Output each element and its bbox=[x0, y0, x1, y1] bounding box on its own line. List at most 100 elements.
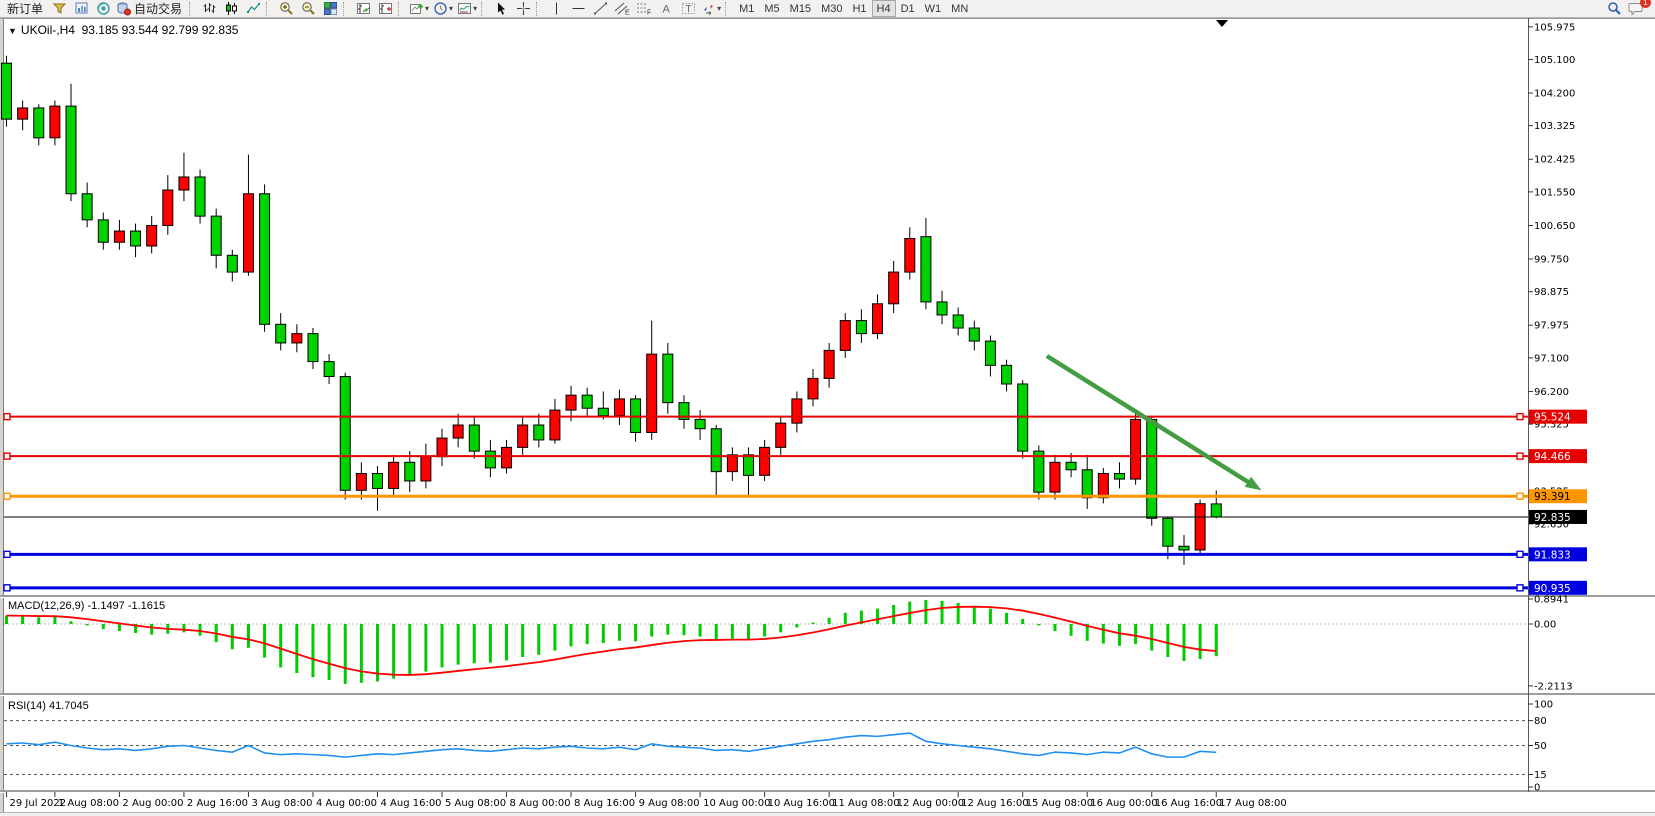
auto-trading-button[interactable]: 自动交易 bbox=[114, 0, 187, 18]
line-chart-icon bbox=[246, 1, 261, 16]
text-button[interactable]: A bbox=[655, 0, 677, 18]
horizontal-line-button[interactable] bbox=[567, 0, 589, 18]
fibonacci-button[interactable]: F bbox=[633, 0, 655, 18]
zoom-in-button[interactable] bbox=[275, 0, 297, 18]
svg-text:103.325: 103.325 bbox=[1534, 121, 1575, 132]
macd-name: MACD(12,26,9) bbox=[8, 600, 85, 612]
search-icon bbox=[1607, 1, 1622, 16]
tf-m1[interactable]: M1 bbox=[739, 2, 755, 15]
hline-handle[interactable] bbox=[3, 584, 11, 592]
tf-h1[interactable]: H1 bbox=[852, 2, 867, 15]
candlestick-chart-button[interactable] bbox=[220, 0, 242, 18]
glyph-e: E bbox=[625, 10, 630, 17]
svg-text:4 Aug 00:00: 4 Aug 00:00 bbox=[316, 798, 377, 809]
templates-button[interactable]: ▾ bbox=[455, 0, 479, 18]
trendline-button[interactable] bbox=[589, 0, 611, 18]
svg-text:10 Aug 16:00: 10 Aug 16:00 bbox=[768, 798, 835, 809]
auto-trading-label: 自动交易 bbox=[134, 2, 183, 16]
new-order-button[interactable]: 新订单 bbox=[2, 0, 48, 18]
symbol-dropdown-icon[interactable]: ▼ bbox=[8, 26, 17, 36]
svg-text:15: 15 bbox=[1534, 770, 1547, 781]
cursor-button[interactable] bbox=[490, 0, 512, 18]
text-label-button[interactable]: T bbox=[677, 0, 699, 18]
svg-text:105.100: 105.100 bbox=[1534, 55, 1575, 66]
dropdown-arrow-icon: ▾ bbox=[473, 4, 478, 13]
hline-handle[interactable] bbox=[3, 412, 11, 421]
indicator-window-add-button[interactable] bbox=[374, 0, 396, 18]
crosshair-button[interactable] bbox=[512, 0, 534, 18]
new-order-label: 新订单 bbox=[7, 2, 44, 16]
tf-m5[interactable]: M5 bbox=[764, 2, 780, 15]
arrows-button[interactable]: ▾ bbox=[699, 0, 723, 18]
new-chart-button[interactable] bbox=[48, 0, 70, 18]
bar-chart-button[interactable] bbox=[198, 0, 220, 18]
svg-text:8 Aug 16:00: 8 Aug 16:00 bbox=[574, 798, 635, 809]
indicator-window-button[interactable] bbox=[352, 0, 374, 18]
equidistant-channel-button[interactable]: E bbox=[611, 0, 633, 18]
tile-windows-icon bbox=[323, 1, 338, 16]
zoom-in-icon bbox=[279, 1, 294, 16]
hline-handle[interactable] bbox=[1516, 412, 1524, 421]
svg-text:16 Aug 00:00: 16 Aug 00:00 bbox=[1090, 798, 1157, 809]
hline-handle[interactable] bbox=[3, 492, 11, 500]
hline-handle[interactable] bbox=[1516, 550, 1524, 559]
svg-text:94.466: 94.466 bbox=[1534, 451, 1571, 463]
horizontal-line-objects[interactable] bbox=[3, 412, 1528, 592]
svg-text:12 Aug 00:00: 12 Aug 00:00 bbox=[897, 798, 964, 809]
tf-h4[interactable]: H4 bbox=[871, 0, 896, 17]
tile-windows-button[interactable] bbox=[319, 0, 341, 18]
hline-handle[interactable] bbox=[1516, 452, 1524, 460]
svg-text:95.325: 95.325 bbox=[1534, 420, 1569, 431]
notification-badge: 1 bbox=[1640, 0, 1651, 8]
rsi-pane: 100 80 50 15 0 bbox=[4, 700, 1553, 794]
hline-handle[interactable] bbox=[1516, 492, 1524, 500]
macd-label: MACD(12,26,9) -1.1497 -1.1615 bbox=[8, 600, 165, 612]
notifications-button[interactable]: 1 bbox=[1625, 0, 1651, 18]
tf-m15[interactable]: M15 bbox=[789, 2, 812, 15]
vertical-line-icon bbox=[549, 1, 564, 16]
bar-shift-marker-icon bbox=[1216, 20, 1228, 27]
arrows-icon bbox=[701, 1, 716, 16]
svg-text:80: 80 bbox=[1534, 716, 1547, 727]
chart-title: ▼ UKOil-,H4 93.185 93.544 92.799 92.835 bbox=[8, 23, 238, 37]
hline-handle[interactable] bbox=[3, 550, 11, 559]
svg-text:16 Aug 16:00: 16 Aug 16:00 bbox=[1155, 798, 1222, 809]
svg-text:0.00: 0.00 bbox=[1534, 620, 1556, 631]
vertical-line-button[interactable] bbox=[545, 0, 567, 18]
tf-m30[interactable]: M30 bbox=[821, 2, 843, 15]
glyph-f: F bbox=[647, 10, 651, 17]
hline-handle[interactable] bbox=[3, 452, 11, 460]
tf-mn[interactable]: MN bbox=[951, 2, 969, 15]
hline-handle[interactable] bbox=[1516, 584, 1524, 592]
tf-d1[interactable]: D1 bbox=[900, 2, 915, 15]
svg-text:12 Aug 16:00: 12 Aug 16:00 bbox=[961, 798, 1028, 809]
svg-text:99.750: 99.750 bbox=[1534, 255, 1569, 266]
toolbar-grip bbox=[536, 1, 542, 16]
svg-text:92.650: 92.650 bbox=[1534, 519, 1569, 530]
svg-text:97.100: 97.100 bbox=[1534, 353, 1569, 364]
search-button[interactable] bbox=[1603, 0, 1625, 18]
add-indicator-icon bbox=[409, 1, 424, 16]
market-watch-button[interactable] bbox=[70, 0, 92, 18]
svg-text:50: 50 bbox=[1534, 741, 1547, 752]
price-axis: 105.975 105.100 104.200 103.325 102.425 101.5… bbox=[1528, 22, 1587, 597]
add-indicator-button[interactable]: ▾ bbox=[407, 0, 431, 18]
svg-text:2 Aug 00:00: 2 Aug 00:00 bbox=[122, 798, 183, 809]
svg-text:10 Aug 00:00: 10 Aug 00:00 bbox=[703, 798, 770, 809]
equidistant-channel-icon: E bbox=[614, 1, 630, 16]
svg-text:98.875: 98.875 bbox=[1534, 287, 1569, 298]
svg-text:-2.2113: -2.2113 bbox=[1534, 681, 1573, 692]
periods-button[interactable]: ▾ bbox=[431, 0, 455, 18]
signal-button[interactable] bbox=[92, 0, 114, 18]
line-chart-button[interactable] bbox=[242, 0, 264, 18]
tf-w1[interactable]: W1 bbox=[924, 2, 942, 15]
crosshair-icon bbox=[516, 1, 531, 16]
zoom-out-button[interactable] bbox=[297, 0, 319, 18]
rsi-name: RSI(14) bbox=[8, 700, 46, 712]
svg-text:101.550: 101.550 bbox=[1534, 187, 1575, 198]
svg-text:100.650: 100.650 bbox=[1534, 221, 1575, 232]
glyph-a: A bbox=[662, 4, 670, 16]
svg-text:105.975: 105.975 bbox=[1534, 22, 1575, 33]
trend-arrow[interactable] bbox=[1045, 354, 1262, 491]
